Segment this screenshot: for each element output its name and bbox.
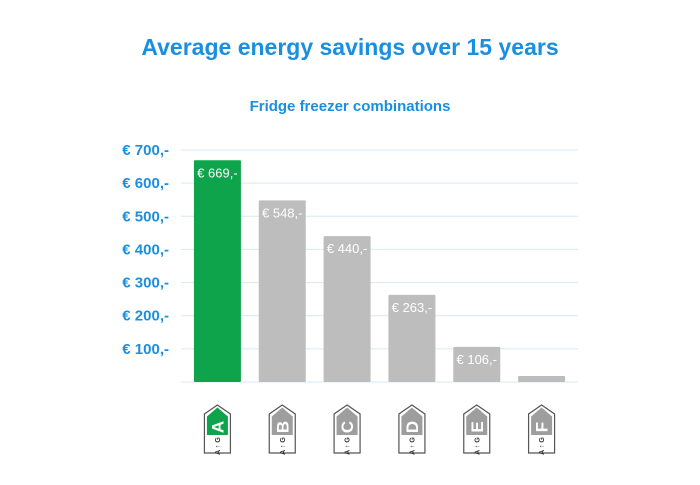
badge-letter: E <box>468 421 487 432</box>
badge-scale: A ↑ G <box>474 437 481 455</box>
y-tick-label: € 100,- <box>122 341 169 358</box>
badge-scale: A ↑ G <box>215 437 222 455</box>
badge-scale: A ↑ G <box>345 437 352 455</box>
badge-fill <box>531 407 553 435</box>
y-tick-label: € 300,- <box>122 275 169 292</box>
bar-E <box>453 346 501 382</box>
bar-F <box>518 376 566 382</box>
badge-letter: A <box>208 421 227 433</box>
chart-title: Average energy savings over 15 years <box>141 34 559 60</box>
badge-letter: B <box>273 421 292 433</box>
energy-label-badges: A A ↑ G B A ↑ G C A ↑ G D A ↑ G E A ↑ G F A ↑ G <box>203 404 556 455</box>
bar-B <box>258 200 306 382</box>
badge-scale: A ↑ G <box>409 437 416 455</box>
badge-fill <box>336 407 358 435</box>
grid-lines <box>181 149 578 383</box>
energy-badge-F: F A ↑ G <box>527 404 556 455</box>
y-tick-label: € 400,- <box>122 241 169 258</box>
energy-badge-A: A A ↑ G <box>203 404 232 455</box>
data-labels: € 669,- € 548,- € 440,- € 263,- € 106,- <box>197 165 497 367</box>
badge-fill <box>466 407 488 435</box>
bars <box>193 160 566 382</box>
energy-badge-E: E A ↑ G <box>463 404 491 455</box>
y-tick-label: € 700,- <box>122 142 169 159</box>
data-label-C: € 440,- <box>327 241 367 256</box>
data-label-B: € 548,- <box>262 205 302 220</box>
bar-A <box>193 160 241 382</box>
bar-D <box>388 294 436 382</box>
badge-letter: F <box>533 422 552 432</box>
energy-badge-B: B A ↑ G <box>268 404 296 455</box>
data-label-D: € 263,- <box>392 300 432 315</box>
badge-scale: A ↑ G <box>539 437 546 455</box>
y-tick-label: € 600,- <box>122 175 169 192</box>
badge-letter: D <box>403 421 422 433</box>
energy-badge-C: C A ↑ G <box>333 404 361 455</box>
bar-C <box>323 236 371 382</box>
badge-letter: C <box>338 421 357 433</box>
badge-fill <box>401 407 423 435</box>
y-tick-label: € 500,- <box>122 208 169 225</box>
chart-subtitle: Fridge freezer combinations <box>249 98 451 115</box>
badge-fill <box>206 407 228 435</box>
data-label-A: € 669,- <box>197 165 237 180</box>
data-label-E: € 106,- <box>457 352 497 367</box>
energy-badge-D: D A ↑ G <box>398 404 426 455</box>
badge-fill <box>271 407 293 435</box>
y-axis-ticks: € 100,- € 200,- € 300,- € 400,- € 500,- € 600… <box>122 142 169 358</box>
badge-scale: A ↑ G <box>280 437 287 455</box>
y-tick-label: € 200,- <box>122 308 169 325</box>
